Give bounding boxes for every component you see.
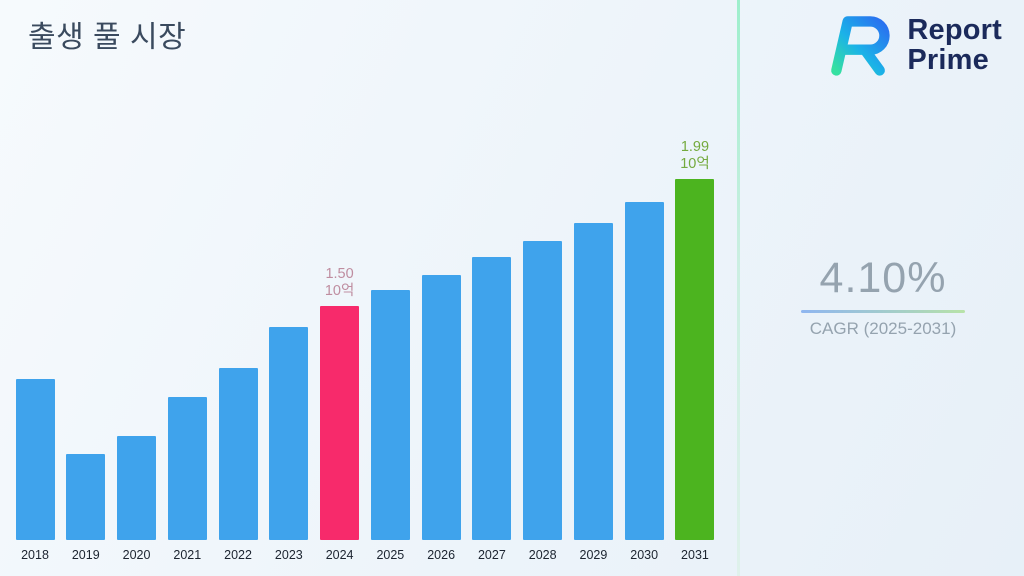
x-tick-2022: 2022 [224,548,252,562]
cagr-panel: 4.10% CAGR (2025-2031) [798,254,968,339]
x-tick-2021: 2021 [173,548,202,562]
panel-divider [737,0,740,576]
bar-2021 [167,397,207,540]
cagr-value: 4.10% [819,254,947,302]
bar-2030 [624,202,664,540]
bar-callout-2024: 1.50 10억 [324,266,355,299]
x-tick-2030: 2030 [630,548,659,562]
bar-2018 [15,379,55,540]
x-tick-2020: 2020 [122,548,151,562]
bar-group-2031: 1.99 10억 2031 [674,139,716,564]
bar-2019 [66,454,106,540]
bar-2022 [218,368,258,540]
bar-chart: 2018 2019 2020 2021 2022 2023 1.50 10억 2024 2025 2… [14,132,716,564]
cagr-underline [801,310,965,313]
x-tick-2019: 2019 [71,548,100,562]
bar-2024 [320,306,360,540]
bar-2020 [117,436,157,540]
brand-logo: Report Prime [821,12,1002,78]
bar-group-2022: 2022 [217,368,259,564]
x-tick-2025: 2025 [376,548,405,562]
x-tick-2031: 2031 [681,548,709,562]
brand-name: Report Prime [907,13,1002,76]
brand-name-line2: Prime [907,44,989,76]
bar-2028 [523,241,563,540]
bar-group-2029: 2029 [572,223,614,564]
bar-2031 [675,179,715,540]
x-tick-2026: 2026 [427,548,456,562]
bar-callout-2031: 1.99 10억 [680,139,710,172]
bar-group-2027: 2027 [471,257,513,564]
bar-group-2018: 2018 [14,379,56,564]
page-title: 출생 풀 시장 [28,21,187,54]
bar-group-2021: 2021 [166,397,208,564]
bar-group-2023: 2023 [268,327,310,564]
bar-2027 [472,257,512,540]
brand-logo-icon [831,16,890,76]
brand-name-line1: Report [907,13,1002,46]
bar-group-2026: 2026 [420,275,462,564]
x-tick-2024: 2024 [325,548,354,562]
bar-group-2020: 2020 [116,436,158,564]
x-tick-2023: 2023 [274,548,303,562]
bar-group-2025: 2025 [369,290,411,564]
bar-group-2030: 2030 [623,202,665,564]
bar-group-2019: 2019 [65,454,107,564]
x-tick-2027: 2027 [477,548,506,562]
bar-2029 [573,223,613,540]
x-tick-2029: 2029 [579,548,608,562]
bar-2023 [269,327,309,540]
bar-2026 [421,275,461,540]
bar-group-2028: 2028 [522,241,564,564]
x-tick-2018: 2018 [21,548,49,562]
bar-2025 [370,290,410,540]
bar-group-2024: 1.50 10억 2024 [319,266,361,564]
cagr-label: CAGR (2025-2031) [809,319,957,338]
x-tick-2028: 2028 [528,548,557,562]
